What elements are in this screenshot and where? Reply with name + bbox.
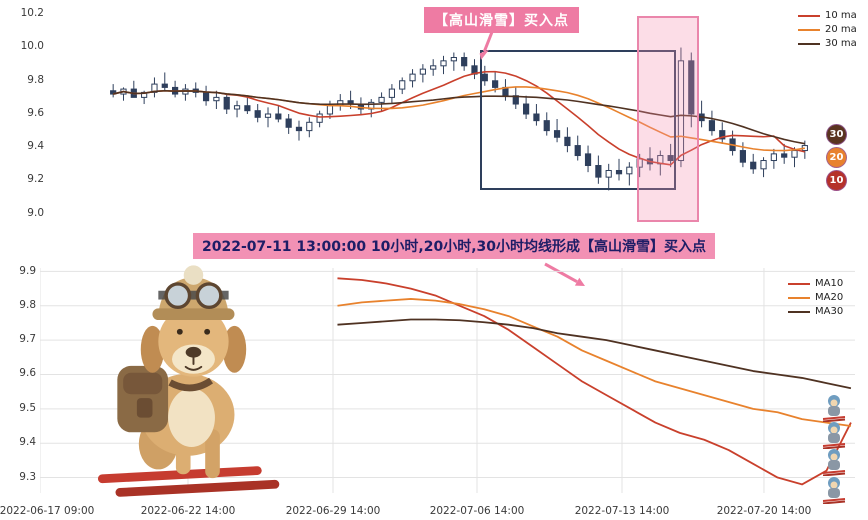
line-swatch-icon <box>798 28 820 31</box>
x-axis-tick: 2022-07-20 14:00 <box>716 505 812 517</box>
y-axis-tick: 9.9 <box>19 265 36 277</box>
buy-point-label: 【高山滑雪】买入点 <box>424 7 579 33</box>
legend-label: 20 ma <box>825 24 857 35</box>
legend-item-ma10: MA10 <box>788 278 843 289</box>
legend-item-30ma: 30 ma <box>798 38 857 49</box>
y-axis-tick: 9.2 <box>27 173 44 185</box>
signal-banner: 2022-07-11 13:00:00 10小时,20小时,30小时均线形成【高… <box>193 233 716 259</box>
legend-label: MA20 <box>815 292 844 303</box>
y-axis-tick: 9.6 <box>27 107 44 119</box>
top-chart-plot <box>110 47 808 191</box>
pattern-highlight-box <box>480 50 676 190</box>
legend-label: MA10 <box>815 278 844 289</box>
bottom-chart-legend: MA10 MA20 MA30 <box>788 278 843 317</box>
skis-icon <box>97 466 280 497</box>
mini-skier-icon <box>822 449 846 476</box>
banner-arrow-icon <box>544 262 585 286</box>
annotation-arrow-icon <box>479 31 494 60</box>
x-axis-tick: 2022-07-13 14:00 <box>574 505 670 517</box>
y-axis-tick: 9.4 <box>19 436 36 448</box>
ma-value-badges: 30 20 10 <box>826 124 847 191</box>
backpack-icon <box>117 365 169 433</box>
x-axis-tick: 2022-06-22 14:00 <box>140 505 236 517</box>
y-axis-tick: 9.8 <box>27 74 44 86</box>
legend-label: MA30 <box>815 306 844 317</box>
y-axis-tick: 9.6 <box>19 367 36 379</box>
legend-item-10ma: 10 ma <box>798 10 857 21</box>
y-axis-tick: 10.0 <box>20 40 44 52</box>
y-axis-tick: 9.3 <box>19 471 36 483</box>
x-axis-tick: 2022-07-06 14:00 <box>429 505 525 517</box>
mini-skier-icon <box>822 422 846 449</box>
x-axis-tick: 2022-06-29 14:00 <box>285 505 381 517</box>
y-axis-tick: 9.7 <box>19 333 36 345</box>
line-swatch-icon <box>798 42 820 45</box>
line-swatch-icon <box>788 310 810 313</box>
y-axis-tick: 9.5 <box>19 402 36 414</box>
ma30-badge: 30 <box>826 124 847 145</box>
mini-skier-icon <box>822 395 846 422</box>
ma10-badge: 10 <box>826 170 847 191</box>
signal-highlight-box <box>637 16 699 222</box>
line-swatch-icon <box>798 14 820 17</box>
legend-item-ma30: MA30 <box>788 306 843 317</box>
legend-item-20ma: 20 ma <box>798 24 857 35</box>
line-swatch-icon <box>788 282 810 285</box>
skiing-dog-illustration <box>97 265 280 497</box>
y-axis-tick: 9.4 <box>27 140 44 152</box>
y-axis-tick: 9.8 <box>19 299 36 311</box>
ma20-badge: 20 <box>826 147 847 168</box>
legend-label: 30 ma <box>825 38 857 49</box>
y-axis-tick: 10.2 <box>20 7 44 19</box>
legend-label: 10 ma <box>825 10 857 21</box>
top-chart-legend: 10 ma 20 ma 30 ma <box>798 10 857 49</box>
mini-skier-icon <box>822 477 846 504</box>
legend-item-ma20: MA20 <box>788 292 843 303</box>
x-axis-tick: 2022-06-17 09:00 <box>0 505 95 517</box>
y-axis-tick: 9.0 <box>27 207 44 219</box>
line-swatch-icon <box>788 296 810 299</box>
goggles-icon <box>158 282 229 310</box>
